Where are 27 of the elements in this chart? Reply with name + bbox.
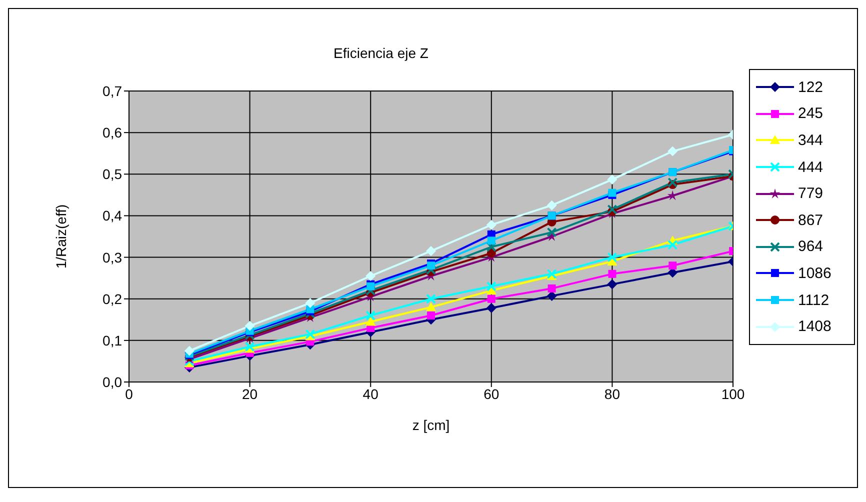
y-tick-label: 0,6 [102, 124, 122, 141]
legend-label: 245 [798, 105, 824, 122]
legend-label: 867 [798, 212, 824, 229]
chart-title: Eficiencia eje Z [332, 45, 430, 61]
y-tick-label: 0,5 [102, 166, 122, 182]
legend-label: 1112 [798, 292, 830, 309]
legend-label: 344 [798, 132, 824, 149]
y-tick-label: 0,4 [102, 208, 122, 224]
legend-label: 964 [798, 238, 824, 256]
y-tick-label: 0,7 [102, 82, 122, 99]
x-tick-label: 60 [484, 386, 500, 402]
x-tick-label: 80 [604, 386, 620, 402]
x-tick-label: 20 [242, 386, 258, 402]
x-tick-label: 0 [125, 386, 134, 402]
x-tick-label: 40 [362, 386, 379, 402]
y-tick-label: 0,2 [102, 290, 122, 307]
legend-label: 122 [798, 78, 824, 96]
x-tick-label: 100 [721, 386, 745, 402]
legend-label: 1408 [798, 318, 832, 336]
legend-label: 1086 [798, 264, 832, 282]
y-tick-label: 0,1 [102, 332, 122, 348]
y-axis-title: 1/Raiz(eff) [52, 204, 69, 269]
legend-label: 779 [798, 185, 824, 202]
legend-label: 444 [798, 158, 824, 176]
x-axis-title: z [cm] [412, 417, 450, 433]
y-tick-label: 0,0 [102, 374, 122, 390]
y-tick-label: 0,3 [102, 249, 122, 266]
